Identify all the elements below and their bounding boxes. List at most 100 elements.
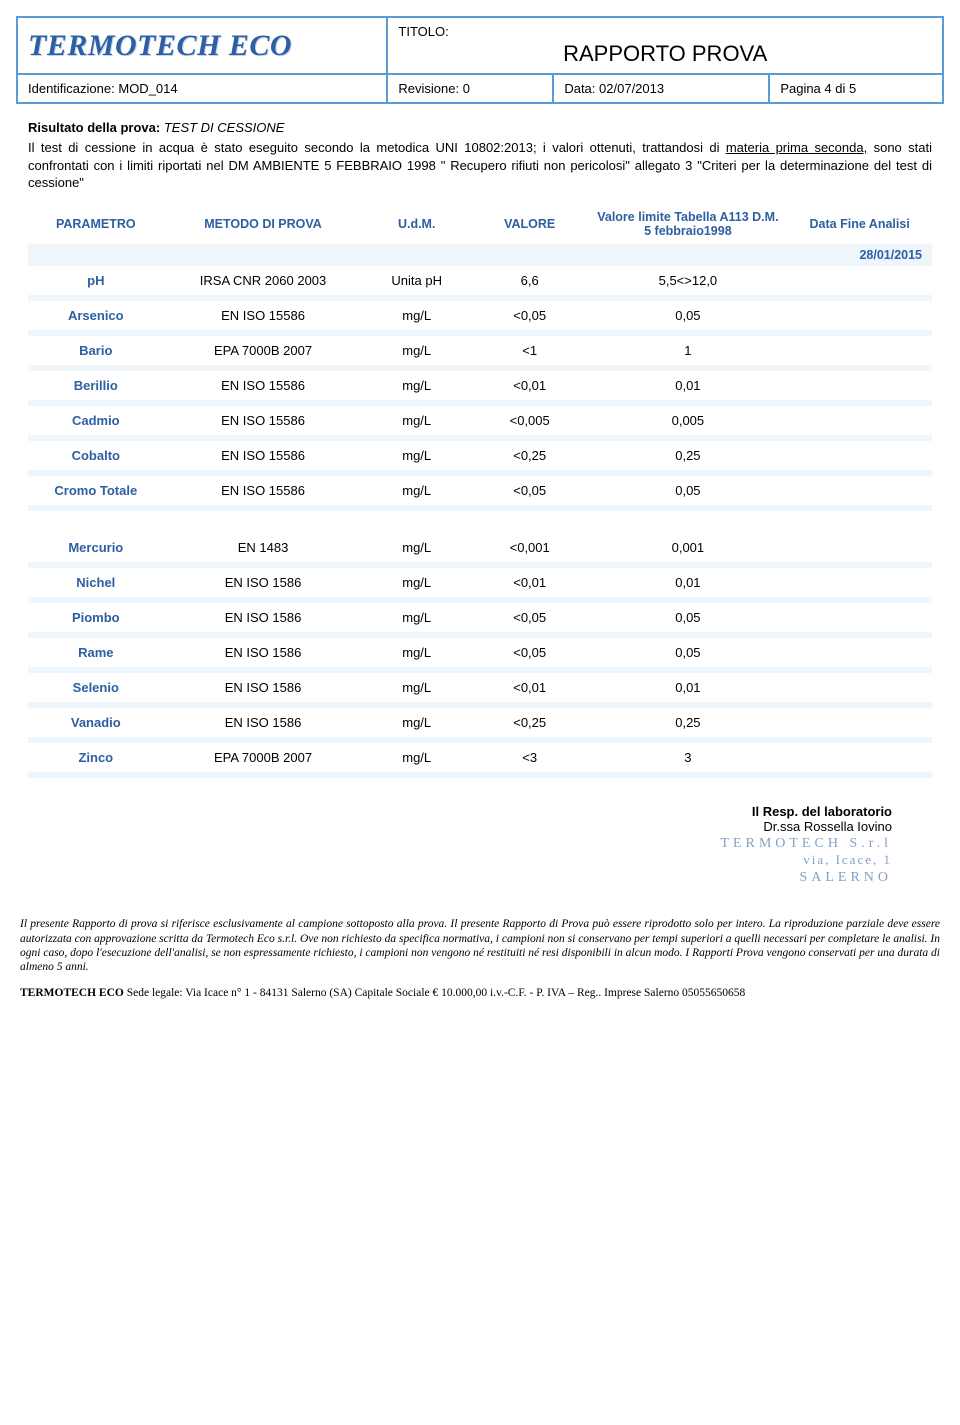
table-cell: 3 — [588, 743, 787, 772]
table-cell — [787, 476, 932, 505]
table-cell: <0,01 — [471, 371, 589, 400]
table-cell: <0,05 — [471, 638, 589, 667]
table-cell: 0,05 — [588, 301, 787, 330]
table-row: RameEN ISO 1586mg/L<0,050,05 — [28, 638, 932, 667]
table-row: pHIRSA CNR 2060 2003Unita pH6,65,5<>12,0 — [28, 266, 932, 295]
table-row: SelenioEN ISO 1586mg/L<0,010,01 — [28, 673, 932, 702]
table-cell: EN ISO 15586 — [164, 476, 363, 505]
col-datafine: Data Fine Analisi — [787, 204, 932, 244]
table-cell: mg/L — [362, 476, 470, 505]
para-underlined: materia prima seconda, — [726, 140, 867, 155]
table-cell — [787, 568, 932, 597]
table-cell: Unita pH — [362, 266, 470, 295]
col-parametro: PARAMETRO — [28, 204, 164, 244]
col-udm: U.d.M. — [362, 204, 470, 244]
data-label: Data: — [564, 81, 595, 96]
table-cell — [787, 336, 932, 365]
identificazione-value: MOD_014 — [118, 81, 177, 96]
table-cell: 1 — [588, 336, 787, 365]
para-prefix: Il test di cessione in acqua è stato ese… — [28, 140, 726, 155]
stamp-line3: SALERNO — [28, 870, 892, 887]
result-value: TEST DI CESSIONE — [164, 120, 285, 135]
table-cell: Rame — [28, 638, 164, 667]
table-cell: EN ISO 1586 — [164, 568, 363, 597]
table-cell: Vanadio — [28, 708, 164, 737]
table-cell: EN ISO 15586 — [164, 406, 363, 435]
signature-block: Il Resp. del laboratorio Dr.ssa Rossella… — [28, 804, 932, 888]
table-cell: <1 — [471, 336, 589, 365]
table-cell: 0,05 — [588, 638, 787, 667]
logo-text: TERMOTECH ECO — [28, 29, 376, 63]
table-cell: mg/L — [362, 441, 470, 470]
table-cell — [787, 603, 932, 632]
col-valore: VALORE — [471, 204, 589, 244]
titolo-value: RAPPORTO PROVA — [398, 41, 932, 67]
title-cell: TITOLO: RAPPORTO PROVA — [387, 17, 943, 74]
table-cell: mg/L — [362, 336, 470, 365]
results-table: PARAMETRO METODO DI PROVA U.d.M. VALORE … — [28, 204, 932, 778]
signature-title: Il Resp. del laboratorio — [28, 804, 892, 819]
table-cell: Nichel — [28, 568, 164, 597]
identificazione-cell: Identificazione: MOD_014 — [17, 74, 387, 103]
table-cell — [787, 441, 932, 470]
table-cell: <0,25 — [471, 708, 589, 737]
table-cell: EN 1483 — [164, 533, 363, 562]
table-cell: 5,5<>12,0 — [588, 266, 787, 295]
table-cell: EN ISO 15586 — [164, 301, 363, 330]
table-cell — [787, 406, 932, 435]
table-cell: 0,01 — [588, 568, 787, 597]
table-gap — [28, 511, 932, 533]
table-cell: 0,01 — [588, 673, 787, 702]
table-cell: <0,25 — [471, 441, 589, 470]
table-cell: Cobalto — [28, 441, 164, 470]
table-cell — [787, 533, 932, 562]
pagina-cell: Pagina 4 di 5 — [769, 74, 943, 103]
table-cell: mg/L — [362, 708, 470, 737]
table-cell: <0,01 — [471, 568, 589, 597]
table-row: BarioEPA 7000B 2007mg/L<11 — [28, 336, 932, 365]
table-row: MercurioEN 1483mg/L<0,0010,001 — [28, 533, 932, 562]
table-cell: <0,001 — [471, 533, 589, 562]
col-metodo: METODO DI PROVA — [164, 204, 363, 244]
table-cell: EN ISO 1586 — [164, 603, 363, 632]
data-value: 02/07/2013 — [599, 81, 664, 96]
footer-line: TERMOTECH ECO Sede legale: Via Icace n° … — [16, 987, 944, 999]
revisione-label: Revisione: — [398, 81, 459, 96]
table-cell: mg/L — [362, 371, 470, 400]
table-row: ArsenicoEN ISO 15586mg/L<0,050,05 — [28, 301, 932, 330]
col-limite: Valore limite Tabella A113 D.M. 5 febbra… — [588, 204, 787, 244]
table-cell: EN ISO 1586 — [164, 673, 363, 702]
table-cell — [787, 638, 932, 667]
stamp-line2: via, Icace, 1 — [28, 852, 892, 868]
table-cell: EN ISO 1586 — [164, 638, 363, 667]
table-cell: 0,01 — [588, 371, 787, 400]
date-fine-row: 28/01/2015 — [28, 244, 932, 266]
table-cell — [787, 371, 932, 400]
table-cell: Arsenico — [28, 301, 164, 330]
table-cell: <0,05 — [471, 301, 589, 330]
table-cell: mg/L — [362, 301, 470, 330]
revisione-value: 0 — [463, 81, 470, 96]
table-row: CadmioEN ISO 15586mg/L<0,0050,005 — [28, 406, 932, 435]
table-cell: Cromo Totale — [28, 476, 164, 505]
identificazione-label: Identificazione: — [28, 81, 115, 96]
table-cell: <0,005 — [471, 406, 589, 435]
footer-rest: Sede legale: Via Icace n° 1 - 84131 Sale… — [124, 987, 745, 999]
date-fine-value: 28/01/2015 — [28, 244, 932, 266]
table-row: ZincoEPA 7000B 2007mg/L<33 — [28, 743, 932, 772]
table-row: CobaltoEN ISO 15586mg/L<0,250,25 — [28, 441, 932, 470]
table-row: PiomboEN ISO 1586mg/L<0,050,05 — [28, 603, 932, 632]
table-cell: EPA 7000B 2007 — [164, 336, 363, 365]
table-cell: Berillio — [28, 371, 164, 400]
stamp-line1: TERMOTECH S.r.l — [28, 836, 892, 853]
table-row: BerillioEN ISO 15586mg/L<0,010,01 — [28, 371, 932, 400]
result-label: Risultato della prova: — [28, 120, 160, 135]
table-cell — [787, 708, 932, 737]
table-cell: mg/L — [362, 743, 470, 772]
table-cell: pH — [28, 266, 164, 295]
table-cell: Mercurio — [28, 533, 164, 562]
table-separator — [28, 772, 932, 778]
table-cell: <0,05 — [471, 476, 589, 505]
table-cell: mg/L — [362, 638, 470, 667]
table-cell: EPA 7000B 2007 — [164, 743, 363, 772]
